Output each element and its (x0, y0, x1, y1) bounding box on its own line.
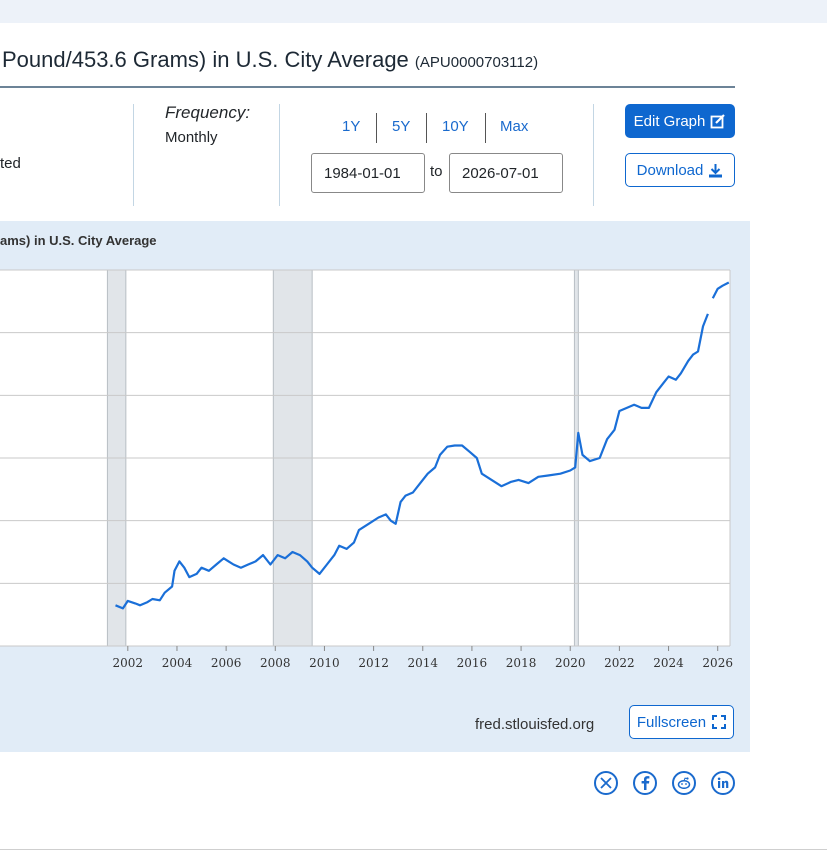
x-tick-label: 2014 (407, 656, 438, 670)
source-label[interactable]: fred.stlouisfed.org (475, 716, 595, 733)
frequency-value[interactable]: Monthly (165, 129, 218, 146)
x-tick-label: 2010 (309, 656, 340, 670)
chart-panel: ams) in U.S. City Average 2002 2004 2006 20… (0, 221, 750, 752)
divider (485, 113, 486, 143)
frequency-label: Frequency: (165, 103, 251, 122)
x-share-icon[interactable] (594, 771, 618, 795)
divider (376, 113, 377, 143)
series-id: (APU0000703112) (414, 54, 539, 71)
range-10y-button[interactable]: 10Y (442, 118, 469, 135)
download-icon (709, 163, 723, 177)
edit-icon (710, 114, 726, 129)
divider (426, 113, 427, 143)
range-max-button[interactable]: Max (500, 118, 529, 135)
series-line (711, 281, 730, 299)
linkedin-share-icon[interactable] (711, 771, 735, 795)
x-tick-label: 2018 (506, 656, 537, 670)
top-band (0, 0, 827, 23)
x-tick-label: 2016 (457, 656, 488, 670)
range-5y-button[interactable]: 5Y (392, 118, 411, 135)
x-tick-label: 2002 (113, 656, 144, 670)
x-tick-label: 2026 (702, 656, 733, 670)
facebook-share-icon[interactable] (633, 771, 657, 795)
series-title: Pound/453.6 Grams) in U.S. City Average … (2, 47, 539, 72)
line-chart: 2002 2004 2006 2008 2010 2012 2014 2016 2018 2020… (0, 269, 733, 670)
divider (279, 104, 280, 206)
page-title: Pound/453.6 Grams) in U.S. City Average … (0, 46, 735, 88)
download-label: Download (636, 161, 704, 179)
fullscreen-button[interactable]: Fullscreen (629, 705, 734, 739)
chart-title: ams) in U.S. City Average (0, 233, 157, 248)
x-tick-label: 2006 (211, 656, 242, 670)
start-date-input[interactable] (311, 153, 425, 193)
x-tick-label: 2004 (162, 656, 193, 670)
range-1y-button[interactable]: 1Y (342, 118, 361, 135)
end-date-input[interactable] (449, 153, 563, 193)
series-line (115, 313, 709, 610)
x-tick-label: 2008 (260, 656, 291, 670)
fullscreen-label: Fullscreen (636, 713, 707, 731)
x-tick-label: 2012 (358, 656, 389, 670)
seasonal-adjustment-value: ted (0, 155, 21, 172)
divider (593, 104, 594, 206)
x-tick-label: 2020 (555, 656, 586, 670)
edit-graph-label: Edit Graph (633, 112, 706, 130)
x-tick-label: 2024 (653, 656, 684, 670)
to-label: to (430, 163, 443, 180)
edit-graph-button[interactable]: Edit Graph (625, 104, 735, 138)
x-tick-label: 2022 (604, 656, 635, 670)
fullscreen-icon (712, 715, 727, 729)
divider (133, 104, 134, 206)
download-button[interactable]: Download (625, 153, 735, 187)
reddit-share-icon[interactable] (672, 771, 696, 795)
